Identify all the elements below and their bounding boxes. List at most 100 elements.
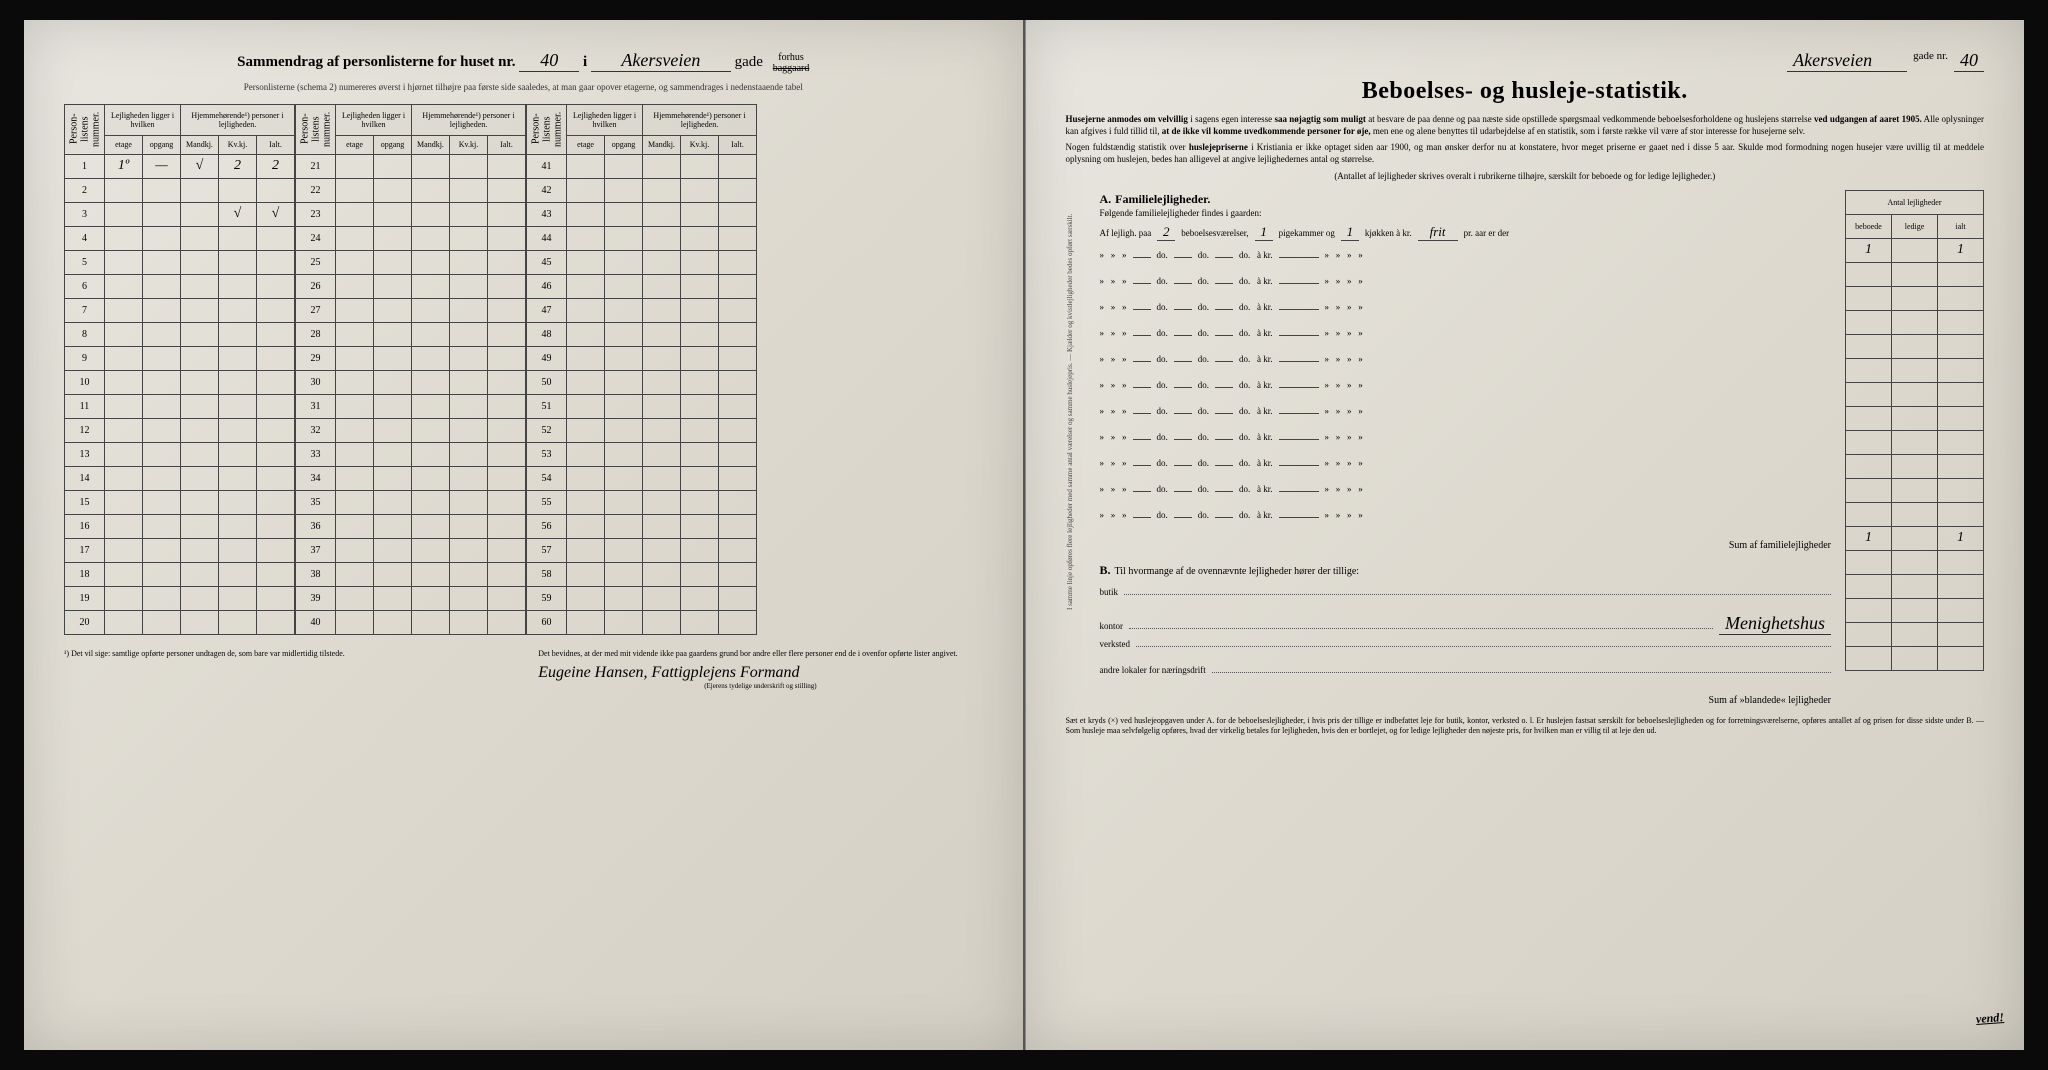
table-row: 60 (527, 610, 757, 634)
ledger-table-3: Person-listens nummer. Lejligheden ligge… (526, 104, 757, 635)
table-row: 14 (65, 466, 295, 490)
sum-b-label: Sum af »blandede« lejligheder (1100, 695, 1832, 706)
table-row: 33 (296, 442, 526, 466)
b-line-kontor: kontorMenighetshus (1100, 613, 1832, 639)
left-subtitle: Personlisterne (schema 2) numereres øver… (64, 82, 983, 92)
document-spread: Sammendrag af personlisterne for huset n… (24, 20, 2024, 1050)
table-row: 31 (296, 394, 526, 418)
right-body: I samme linje opføres flere lejligheder … (1066, 190, 1985, 706)
table-row: 18 (65, 562, 295, 586)
table-row: 45 (527, 250, 757, 274)
section-b-lines: butik kontorMenighetshus verksted andre … (1100, 587, 1832, 691)
apartment-line: » » » do. do. do. à kr. » » » » (1100, 380, 1832, 406)
table-row: 44 (527, 226, 757, 250)
right-title: Beboelses- og husleje-statistik. (1066, 78, 1985, 105)
sum-a-label: Sum af familielejligheder (1100, 540, 1832, 551)
ledger-container: Person-listens nummer. Lejligheden ligge… (64, 104, 983, 635)
table-row: 30 (296, 370, 526, 394)
apartment-line: » » » do. do. do. à kr. » » » » (1100, 302, 1832, 328)
apartment-line: » » » do. do. do. à kr. » » » » (1100, 406, 1832, 432)
right-gade-label: gade nr. (1913, 50, 1948, 72)
left-title: Sammendrag af personlisterne for huset n… (64, 50, 983, 74)
table-row: 10 (65, 370, 295, 394)
table-row: 23 (296, 202, 526, 226)
table-row: 43 (527, 202, 757, 226)
table-row: 6 (65, 274, 295, 298)
signature: Eugeine Hansen, Fattigplejens Formand (538, 664, 982, 682)
table-row: 3 √ √ (65, 202, 295, 226)
table-row: 50 (527, 370, 757, 394)
apartment-line: » » » do. do. do. à kr. » » » » (1100, 354, 1832, 380)
table-row: 16 (65, 514, 295, 538)
table-row: 41 (527, 154, 757, 178)
apartment-line: » » » do. do. do. à kr. » » » » (1100, 484, 1832, 510)
b-line-butik: butik (1100, 587, 1832, 613)
b-line-andre: andre lokaler for næringsdrift (1100, 665, 1832, 691)
signature-sub: (Ejerens tydelige underskrift og stillin… (538, 682, 982, 690)
title-gade: gade (735, 54, 763, 70)
table-row: 37 (296, 538, 526, 562)
left-footer: ¹) Det vil sige: samtlige opførte person… (64, 649, 983, 690)
table-row: 24 (296, 226, 526, 250)
table-row: 55 (527, 490, 757, 514)
section-b-label: B. (1100, 563, 1111, 577)
table-row: 56 (527, 514, 757, 538)
apartment-line: » » » do. do. do. à kr. » » » » (1100, 510, 1832, 536)
table-row: 11 (65, 394, 295, 418)
title-mid: i (583, 54, 587, 70)
right-page: Akersveien gade nr. 40 Beboelses- og hus… (1025, 20, 2025, 1050)
count-table: Antal lejligheder beboedeledigeialt 1111 (1845, 190, 1984, 671)
side-note: I samme linje opføres flere lejligheder … (1066, 190, 1074, 610)
ledger-table-2: Person-listens nummer. Lejligheden ligge… (295, 104, 526, 635)
table-row: 57 (527, 538, 757, 562)
table-row: 40 (296, 610, 526, 634)
forhus-label: forhus (778, 52, 804, 63)
section-a: A. Familielejligheder. Følgende familiel… (1100, 190, 1832, 706)
table-row: 39 (296, 586, 526, 610)
table-row: 4 (65, 226, 295, 250)
table-row: 47 (527, 298, 757, 322)
table-row: 53 (527, 442, 757, 466)
table-row: 34 (296, 466, 526, 490)
table-row: 22 (296, 178, 526, 202)
table-row: 20 (65, 610, 295, 634)
table-row: 49 (527, 346, 757, 370)
table-row: 8 (65, 322, 295, 346)
title-prefix: Sammendrag af personlisterne for huset n… (237, 54, 515, 70)
table-row: 2 (65, 178, 295, 202)
table-row: 26 (296, 274, 526, 298)
table-row: 48 (527, 322, 757, 346)
table-row: 54 (527, 466, 757, 490)
table-row: 51 (527, 394, 757, 418)
table-row: 27 (296, 298, 526, 322)
table-row: 13 (65, 442, 295, 466)
table-row: 52 (527, 418, 757, 442)
table-row: 25 (296, 250, 526, 274)
intro-para-1: Husejerne anmodes om velvillig i sagens … (1066, 113, 1985, 137)
table-row: 7 (65, 298, 295, 322)
footnote-2: Det bevidnes, at der med mit vidende ikk… (538, 649, 982, 658)
intro-para-2: Nogen fuldstændig statistik over husleje… (1066, 141, 1985, 165)
table-row: 28 (296, 322, 526, 346)
baggaard-label: baggaard (773, 63, 810, 74)
apartment-line: » » » do. do. do. à kr. » » » » (1100, 458, 1832, 484)
intro-para-3: (Antallet af lejligheder skrives overalt… (1066, 170, 1985, 182)
vend-label: vend! (1976, 1010, 2005, 1027)
right-street: Akersveien (1787, 50, 1907, 72)
right-footer: Sæt et kryds (×) ved huslejeopgaven unde… (1066, 716, 1985, 737)
table-row: 38 (296, 562, 526, 586)
house-number: 40 (519, 50, 579, 72)
table-row: 19 (65, 586, 295, 610)
section-a-sub: Følgende familielejligheder findes i gaa… (1100, 208, 1832, 218)
table-row: 29 (296, 346, 526, 370)
table-row: 58 (527, 562, 757, 586)
apartment-line: » » » do. do. do. à kr. » » » » (1100, 328, 1832, 354)
table-row: 9 (65, 346, 295, 370)
table-row: 36 (296, 514, 526, 538)
table-row: 15 (65, 490, 295, 514)
apartment-line: » » » do. do. do. à kr. » » » » (1100, 432, 1832, 458)
table-row: 1 1º — √ 2 2 (65, 154, 295, 178)
table-row: 35 (296, 490, 526, 514)
left-page: Sammendrag af personlisterne for huset n… (24, 20, 1025, 1050)
table-row: 32 (296, 418, 526, 442)
